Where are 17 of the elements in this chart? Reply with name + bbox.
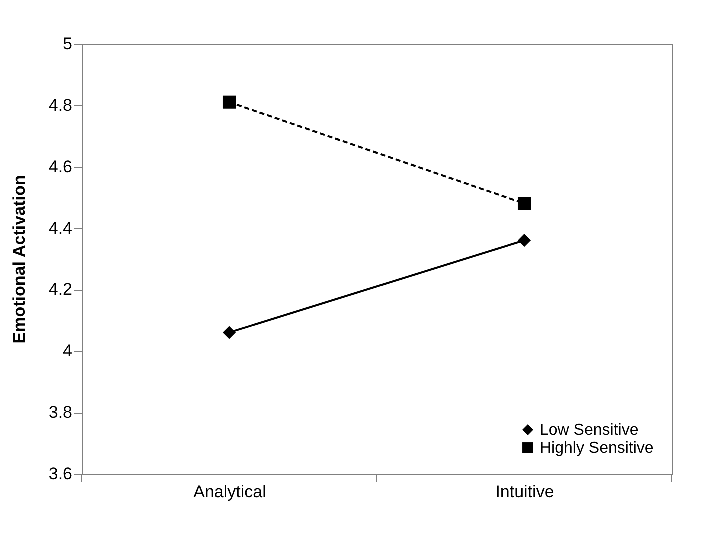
y-tick-label: 3.8 — [48, 403, 72, 422]
y-tick-label: 4 — [63, 342, 72, 361]
y-tick-label: 5 — [63, 34, 72, 54]
x-tick-label: Intuitive — [496, 482, 554, 502]
point — [518, 197, 532, 210]
y-tick-label: 3.6 — [48, 464, 72, 484]
point — [222, 326, 236, 340]
point — [518, 234, 532, 248]
point — [222, 96, 236, 109]
y-tick-label: 4.6 — [48, 157, 72, 176]
y-tick-label: 4.8 — [48, 96, 72, 115]
legend-label: Low Sensitive — [540, 422, 639, 439]
y-tick-label: 4.2 — [48, 280, 72, 300]
y-axis-title: Emotional Activation — [10, 175, 29, 344]
y-tick-label: 4.4 — [48, 218, 72, 238]
x-tick-label: Analytical — [194, 482, 266, 502]
legend-label: Highly Sensitive — [540, 440, 654, 457]
